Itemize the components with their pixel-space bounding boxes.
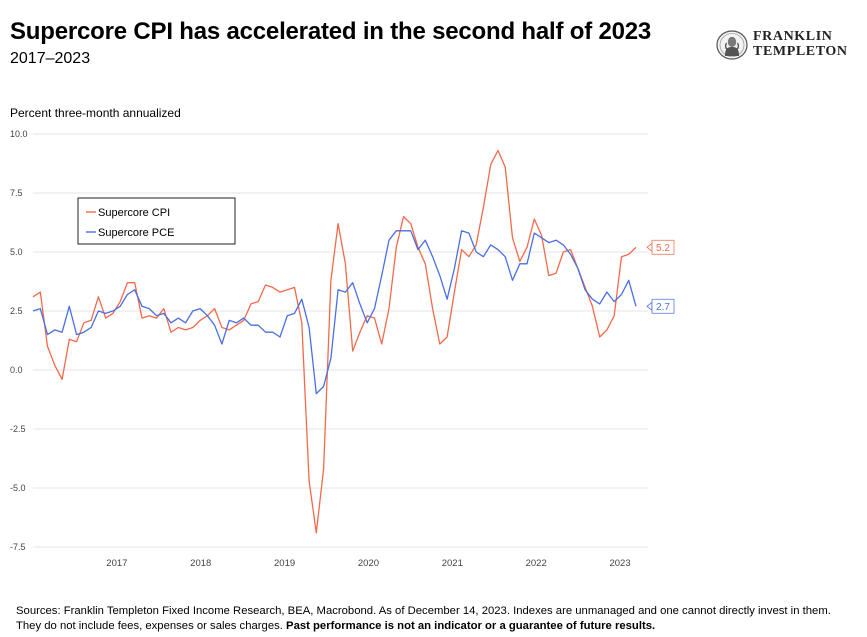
series-line-supercore-pce	[32, 230, 637, 395]
legend-item-label: Supercore PCE	[98, 227, 174, 239]
page-subtitle: 2017–2023	[10, 50, 91, 67]
y-tick-label: 5.0	[10, 247, 23, 257]
y-tick-label: -7.5	[10, 542, 26, 552]
legend-box	[77, 197, 236, 245]
x-tick-label: 2022	[526, 558, 547, 569]
end-value-label: 2.7	[656, 302, 670, 313]
logo-line-1: FRANKLIN	[753, 29, 833, 44]
x-tick-label: 2020	[358, 558, 379, 569]
x-tick-label: 2021	[442, 558, 463, 569]
logo-line-2: TEMPLETON	[753, 43, 848, 59]
end-label-box	[651, 298, 675, 314]
y-tick-label: -2.5	[10, 424, 26, 434]
y-tick-label: 10.0	[10, 129, 28, 139]
end-label-pointer	[646, 242, 653, 253]
x-tick-label: 2023	[609, 558, 630, 569]
y-tick-label: -5.0	[10, 483, 26, 493]
x-tick-label: 2017	[106, 558, 127, 569]
logo-wordmark: FRANKLIN TEMPLETON	[753, 29, 848, 59]
sources-text: Sources: Franklin Templeton Fixed Income…	[16, 605, 831, 632]
y-tick-label: 7.5	[10, 188, 23, 198]
line-chart: 10.0 7.5 5.0 2.5 0.0 -2.5 -5.0 -7.5 2017 2018 2019…	[10, 129, 675, 569]
legend-item-label: Supercore CPI	[98, 207, 170, 219]
footer-note: Sources: Franklin Templeton Fixed Income…	[16, 604, 856, 634]
end-value-label: 5.2	[656, 243, 670, 254]
x-tick-label: 2019	[274, 558, 295, 569]
page-title: Supercore CPI has accelerated in the sec…	[10, 18, 652, 45]
series-line-supercore-cpi	[32, 149, 637, 534]
end-label-pointer	[646, 301, 653, 312]
x-tick-label: 2018	[190, 558, 211, 569]
franklin-templeton-logo: FRANKLIN TEMPLETON	[716, 29, 856, 60]
disclaimer-text: Past performance is not an indicator or …	[286, 620, 656, 632]
y-tick-label: 0.0	[10, 365, 23, 375]
y-axis-label: Percent three-month annualized	[10, 106, 181, 120]
benjamin-franklin-portrait-icon	[716, 30, 748, 60]
end-label-box	[651, 239, 675, 255]
y-tick-label: 2.5	[10, 306, 23, 316]
